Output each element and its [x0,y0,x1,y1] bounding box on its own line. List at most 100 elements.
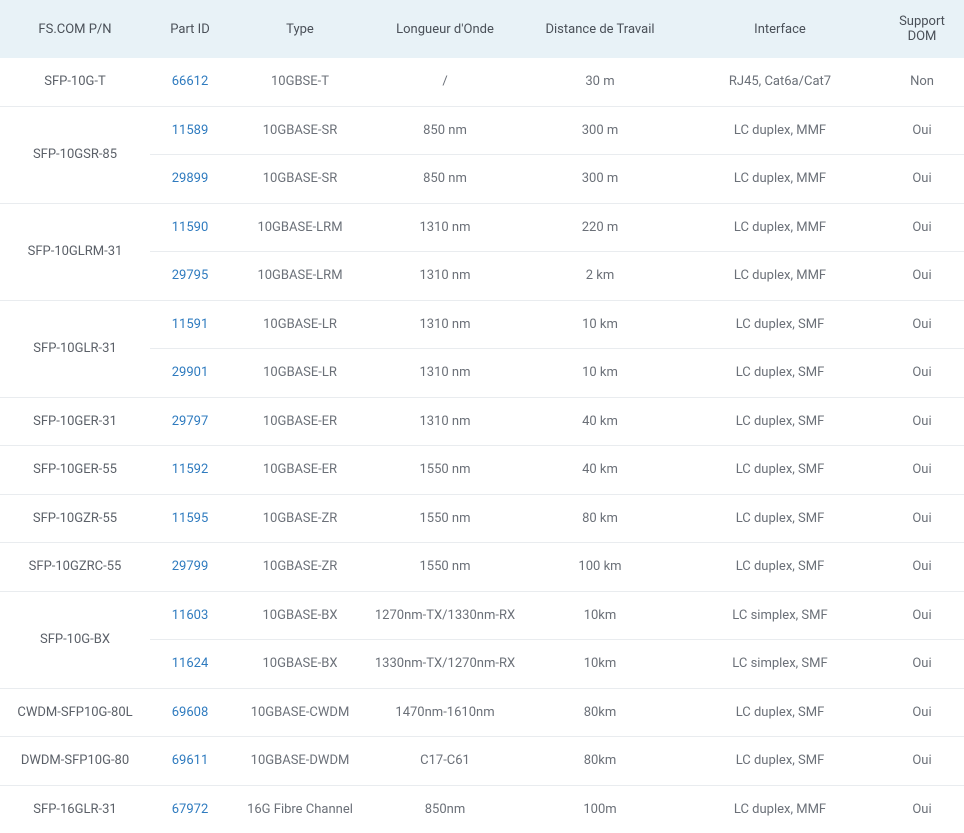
cell-type: 10GBASE-ZR [230,494,370,543]
cell-pn: DWDM-SFP10G-80 [0,737,150,786]
cell-dom: Oui [880,106,964,155]
cell-wavelength: 850nm [370,785,520,833]
cell-distance: 300 m [520,106,680,155]
cell-interface: LC duplex, MMF [680,252,880,301]
cell-partid: 29795 [150,252,230,301]
cell-partid: 11591 [150,300,230,349]
cell-partid: 11589 [150,106,230,155]
cell-interface: LC duplex, SMF [680,446,880,495]
cell-interface: LC duplex, MMF [680,203,880,252]
cell-type: 10GBASE-ER [230,446,370,495]
cell-dom: Oui [880,785,964,833]
cell-partid: 29899 [150,155,230,204]
cell-distance: 10km [520,640,680,689]
partid-link[interactable]: 69608 [172,705,209,720]
cell-interface: LC duplex, SMF [680,543,880,592]
cell-dom: Oui [880,737,964,786]
cell-pn: SFP-10GZRC-55 [0,543,150,592]
cell-wavelength: 1330nm-TX/1270nm-RX [370,640,520,689]
cell-wavelength: 1470nm-1610nm [370,688,520,737]
cell-type: 16G Fibre Channel [230,785,370,833]
partid-link[interactable]: 11591 [172,317,209,332]
cell-distance: 40 km [520,446,680,495]
cell-wavelength: 1310 nm [370,300,520,349]
partid-link[interactable]: 11595 [172,511,209,526]
cell-wavelength: 1310 nm [370,203,520,252]
table-row: SFP-10GLR-311159110GBASE-LR1310 nm10 kmL… [0,300,964,349]
cell-interface: LC simplex, SMF [680,591,880,640]
cell-type: 10GBASE-SR [230,106,370,155]
cell-distance: 40 km [520,397,680,446]
cell-distance: 100m [520,785,680,833]
cell-wavelength: 1310 nm [370,349,520,398]
cell-distance: 100 km [520,543,680,592]
partid-link[interactable]: 11590 [172,220,209,235]
partid-link[interactable]: 11592 [172,462,209,477]
cell-wavelength: 1550 nm [370,543,520,592]
partid-link[interactable]: 11624 [172,656,209,671]
cell-dom: Oui [880,494,964,543]
cell-interface: LC duplex, SMF [680,397,880,446]
cell-partid: 29799 [150,543,230,592]
cell-type: 10GBASE-SR [230,155,370,204]
table-row: SFP-10GZRC-55 29799 10GBASE-ZR1550 nm100 k… [0,543,964,592]
partid-link[interactable]: 29797 [172,414,209,429]
cell-dom: Oui [880,640,964,689]
table-body: SFP-10G-T6661210GBSE-T/30 mRJ45, Cat6a/C… [0,58,964,833]
cell-dom: Oui [880,300,964,349]
table-row: DWDM-SFP10G-806961110GBASE-DWDMC17-C6180… [0,737,964,786]
cell-dom: Oui [880,688,964,737]
table-row: SFP-10GLRM-311159010GBASE-LRM1310 nm220 … [0,203,964,252]
cell-interface: LC duplex, SMF [680,494,880,543]
cell-distance: 30 m [520,58,680,106]
cell-pn: SFP-10G-BX [0,591,150,688]
partid-link[interactable]: 11603 [172,608,209,623]
cell-distance: 10 km [520,349,680,398]
cell-type: 10GBASE-LR [230,349,370,398]
cell-distance: 10km [520,591,680,640]
cell-pn: SFP-10GLRM-31 [0,203,150,300]
partid-link[interactable]: 29899 [172,171,209,186]
partid-link[interactable]: 29901 [172,365,209,380]
cell-dom: Oui [880,252,964,301]
table-row: SFP-10G-BX1160310GBASE-BX1270nm-TX/1330n… [0,591,964,640]
col-header-dom: Support DOM [880,0,964,58]
cell-type: 10GBASE-LR [230,300,370,349]
partid-link[interactable]: 29799 [172,559,209,574]
cell-interface: LC duplex, MMF [680,155,880,204]
table-row: CWDM-SFP10G-80L6960810GBASE-CWDM1470nm-1… [0,688,964,737]
partid-link[interactable]: 66612 [172,74,209,89]
cell-interface: LC duplex, SMF [680,688,880,737]
partid-link[interactable]: 69611 [172,753,209,768]
partid-link[interactable]: 67972 [172,802,209,817]
partid-link[interactable]: 29795 [172,268,209,283]
cell-interface: LC duplex, SMF [680,737,880,786]
cell-partid: 11590 [150,203,230,252]
cell-wavelength: / [370,58,520,106]
cell-type: 10GBASE-ER [230,397,370,446]
cell-pn: SFP-10G-T [0,58,150,106]
table-row: SFP-10GZR-551159510GBASE-ZR1550 nm80 kmL… [0,494,964,543]
cell-wavelength: 1270nm-TX/1330nm-RX [370,591,520,640]
cell-type: 10GBASE-ZR [230,543,370,592]
table-row: SFP-16GLR-31 67972 16G Fibre Channel850nm1… [0,785,964,833]
cell-dom: Oui [880,397,964,446]
cell-interface: RJ45, Cat6a/Cat7 [680,58,880,106]
cell-pn: SFP-16GLR-31 [0,785,150,833]
partid-link[interactable]: 11589 [172,123,209,138]
cell-partid: 69611 [150,737,230,786]
cell-partid: 29797 [150,397,230,446]
cell-distance: 220 m [520,203,680,252]
cell-partid: 11624 [150,640,230,689]
cell-distance: 300 m [520,155,680,204]
col-header-wavelength: Longueur d'Onde [370,0,520,58]
cell-interface: LC duplex, SMF [680,300,880,349]
cell-partid: 66612 [150,58,230,106]
cell-distance: 80km [520,737,680,786]
col-header-partid: Part ID [150,0,230,58]
cell-wavelength: 1310 nm [370,397,520,446]
cell-type: 10GBASE-DWDM [230,737,370,786]
cell-dom: Non [880,58,964,106]
cell-interface: LC duplex, SMF [680,349,880,398]
cell-type: 10GBASE-BX [230,591,370,640]
